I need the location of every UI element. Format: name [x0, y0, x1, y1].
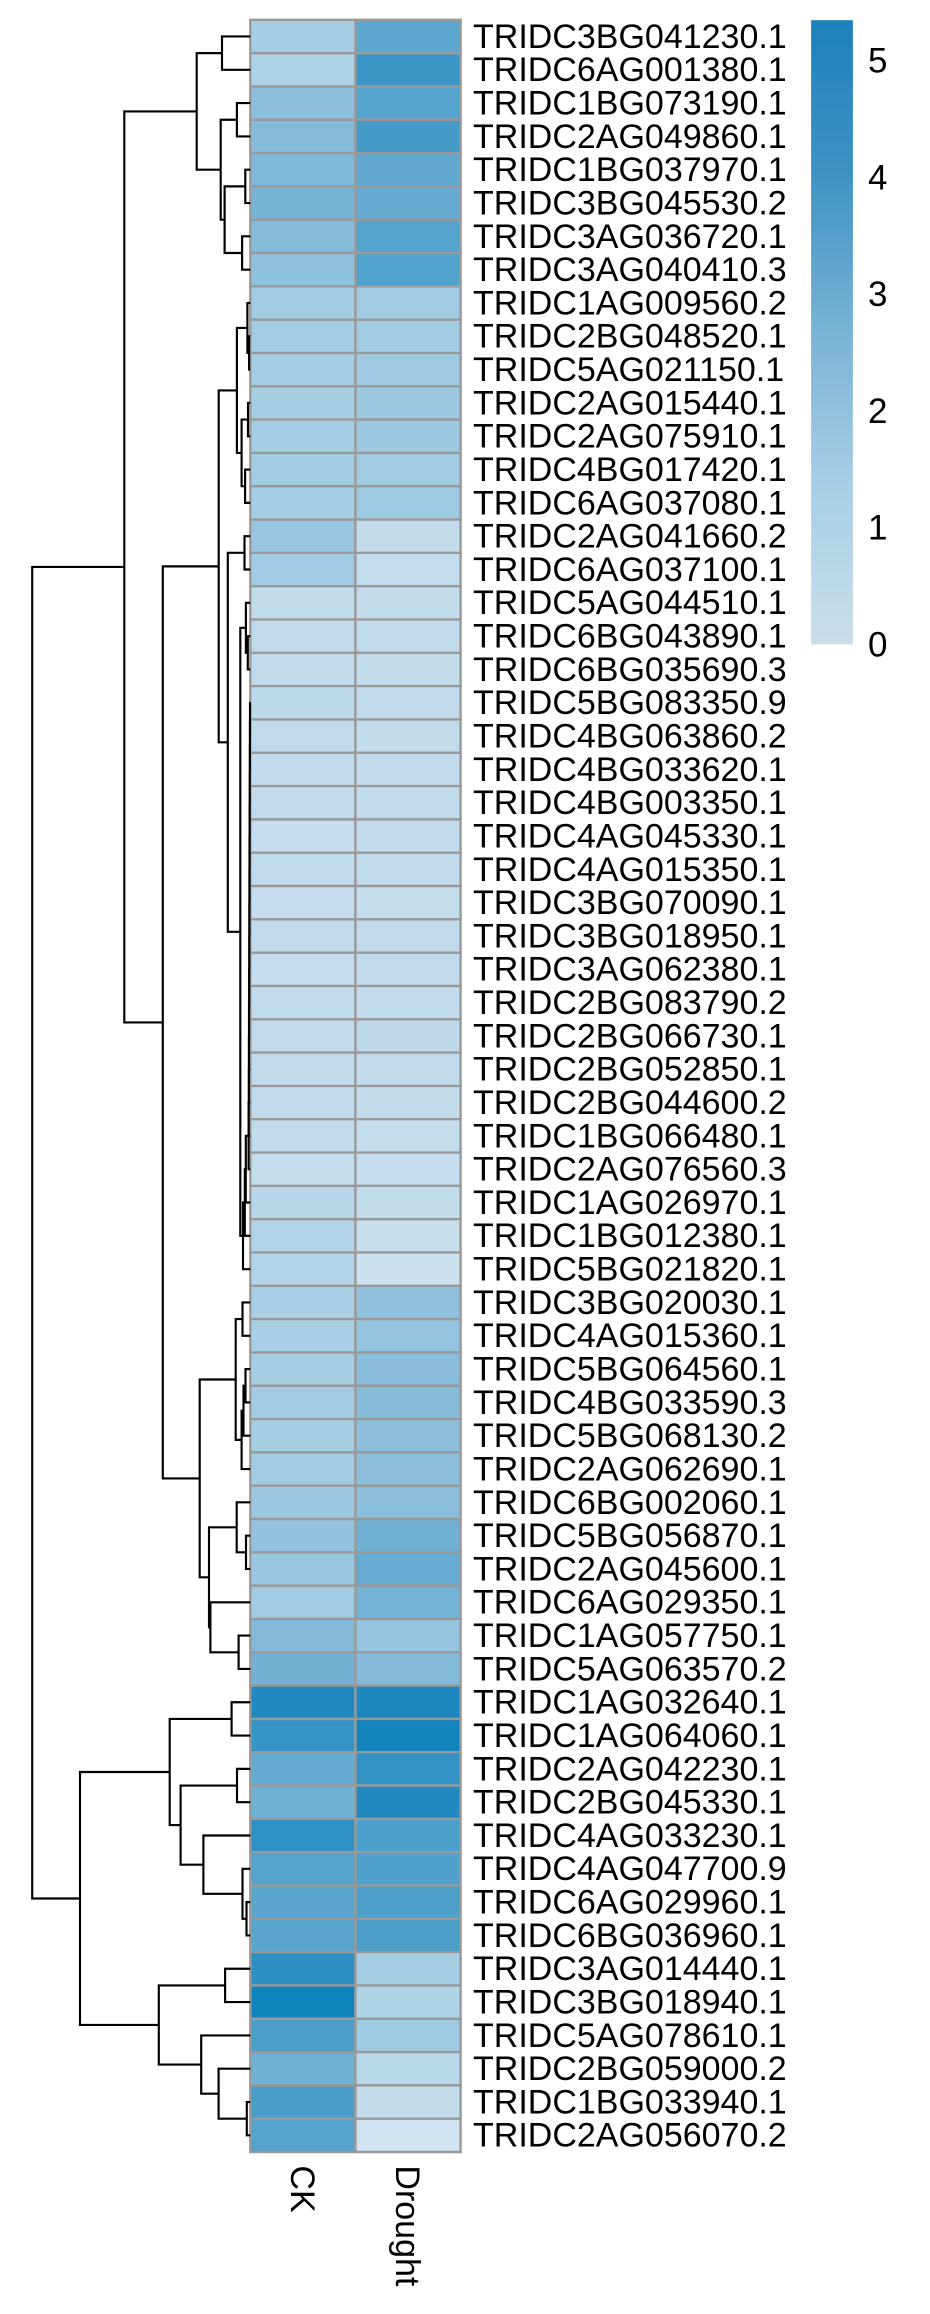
svg-text:TRIDC3BG041230.1: TRIDC3BG041230.1 — [473, 18, 787, 56]
svg-text:TRIDC5BG083350.9: TRIDC5BG083350.9 — [473, 684, 787, 722]
svg-text:TRIDC3AG062380.1: TRIDC3AG062380.1 — [473, 951, 787, 989]
svg-text:TRIDC3BG070090.1: TRIDC3BG070090.1 — [473, 884, 787, 922]
svg-text:TRIDC5AG021150.1: TRIDC5AG021150.1 — [473, 351, 784, 389]
svg-text:2: 2 — [868, 392, 887, 431]
svg-text:1: 1 — [868, 509, 887, 548]
svg-text:TRIDC4AG045330.1: TRIDC4AG045330.1 — [473, 817, 787, 855]
svg-text:TRIDC4AG047700.9: TRIDC4AG047700.9 — [473, 1850, 787, 1888]
svg-text:TRIDC2BG045330.1: TRIDC2BG045330.1 — [473, 1784, 787, 1822]
svg-text:TRIDC6BG043890.1: TRIDC6BG043890.1 — [473, 618, 787, 656]
svg-text:TRIDC2BG083790.2: TRIDC2BG083790.2 — [473, 984, 787, 1022]
svg-text:TRIDC1AG064060.1: TRIDC1AG064060.1 — [473, 1717, 787, 1755]
svg-text:TRIDC2AG075910.1: TRIDC2AG075910.1 — [473, 418, 787, 456]
svg-text:TRIDC2BG059000.2: TRIDC2BG059000.2 — [473, 2050, 787, 2088]
svg-text:TRIDC5BG064560.1: TRIDC5BG064560.1 — [473, 1350, 787, 1388]
svg-text:TRIDC2BG044600.2: TRIDC2BG044600.2 — [473, 1084, 787, 1122]
svg-text:TRIDC5BG068130.2: TRIDC5BG068130.2 — [473, 1417, 787, 1455]
svg-text:TRIDC6AG037080.1: TRIDC6AG037080.1 — [473, 484, 787, 522]
svg-text:TRIDC2AG076560.3: TRIDC2AG076560.3 — [473, 1151, 787, 1189]
svg-text:TRIDC1AG032640.1: TRIDC1AG032640.1 — [473, 1684, 787, 1722]
svg-text:TRIDC4AG033230.1: TRIDC4AG033230.1 — [473, 1817, 787, 1855]
svg-text:TRIDC4AG015360.1: TRIDC4AG015360.1 — [473, 1317, 787, 1355]
svg-text:TRIDC2AG049860.1: TRIDC2AG049860.1 — [473, 118, 787, 156]
svg-text:TRIDC4BG033620.1: TRIDC4BG033620.1 — [473, 751, 787, 789]
svg-text:TRIDC5BG056870.1: TRIDC5BG056870.1 — [473, 1517, 787, 1555]
svg-text:TRIDC1BG012380.1: TRIDC1BG012380.1 — [473, 1217, 787, 1255]
svg-text:TRIDC2BG052850.1: TRIDC2BG052850.1 — [473, 1051, 787, 1089]
svg-text:TRIDC1BG033940.1: TRIDC1BG033940.1 — [473, 2083, 787, 2121]
svg-text:TRIDC1AG009560.2: TRIDC1AG009560.2 — [473, 284, 787, 322]
svg-text:TRIDC2AG056070.2: TRIDC2AG056070.2 — [473, 2117, 787, 2155]
svg-text:4: 4 — [868, 158, 887, 197]
svg-text:TRIDC1BG066480.1: TRIDC1BG066480.1 — [473, 1117, 787, 1155]
svg-text:0: 0 — [868, 625, 887, 664]
svg-text:TRIDC1BG073190.1: TRIDC1BG073190.1 — [473, 84, 787, 122]
svg-text:TRIDC6BG036960.1: TRIDC6BG036960.1 — [473, 1917, 787, 1955]
svg-text:TRIDC2AG041660.2: TRIDC2AG041660.2 — [473, 518, 787, 556]
svg-text:TRIDC5AG063570.2: TRIDC5AG063570.2 — [473, 1650, 787, 1688]
svg-text:TRIDC2AG015440.1: TRIDC2AG015440.1 — [473, 384, 787, 422]
svg-text:TRIDC3BG018940.1: TRIDC3BG018940.1 — [473, 1983, 787, 2021]
svg-text:5: 5 — [868, 42, 887, 81]
svg-text:CK: CK — [283, 2165, 321, 2213]
svg-text:TRIDC2BG048520.1: TRIDC2BG048520.1 — [473, 318, 787, 356]
svg-text:TRIDC3AG036720.1: TRIDC3AG036720.1 — [473, 218, 787, 256]
svg-text:TRIDC1BG037970.1: TRIDC1BG037970.1 — [473, 151, 787, 189]
svg-text:TRIDC5BG021820.1: TRIDC5BG021820.1 — [473, 1251, 787, 1289]
svg-text:TRIDC1AG026970.1: TRIDC1AG026970.1 — [473, 1184, 787, 1222]
svg-text:Drought: Drought — [388, 2165, 426, 2287]
svg-text:TRIDC6AG037100.1: TRIDC6AG037100.1 — [473, 551, 787, 589]
svg-text:TRIDC3AG040410.3: TRIDC3AG040410.3 — [473, 251, 787, 289]
svg-text:TRIDC1AG057750.1: TRIDC1AG057750.1 — [473, 1617, 787, 1655]
svg-text:TRIDC5AG044510.1: TRIDC5AG044510.1 — [473, 584, 787, 622]
svg-text:TRIDC4BG017420.1: TRIDC4BG017420.1 — [473, 451, 787, 489]
svg-text:TRIDC4BG063860.2: TRIDC4BG063860.2 — [473, 717, 787, 755]
svg-text:TRIDC4BG003350.1: TRIDC4BG003350.1 — [473, 784, 787, 822]
svg-text:TRIDC2BG066730.1: TRIDC2BG066730.1 — [473, 1017, 787, 1055]
svg-text:TRIDC6BG002060.1: TRIDC6BG002060.1 — [473, 1484, 787, 1522]
svg-text:TRIDC2AG045600.1: TRIDC2AG045600.1 — [473, 1550, 787, 1588]
svg-text:TRIDC2AG042230.1: TRIDC2AG042230.1 — [473, 1750, 787, 1788]
svg-text:TRIDC5AG078610.1: TRIDC5AG078610.1 — [473, 2017, 787, 2055]
svg-text:TRIDC3BG020030.1: TRIDC3BG020030.1 — [473, 1284, 787, 1322]
svg-text:TRIDC6AG029960.1: TRIDC6AG029960.1 — [473, 1884, 787, 1922]
svg-text:TRIDC6BG035690.3: TRIDC6BG035690.3 — [473, 651, 787, 689]
svg-text:TRIDC3AG014440.1: TRIDC3AG014440.1 — [473, 1950, 787, 1988]
svg-text:3: 3 — [868, 275, 887, 314]
svg-text:TRIDC3BG045530.2: TRIDC3BG045530.2 — [473, 184, 787, 222]
svg-text:TRIDC4AG015350.1: TRIDC4AG015350.1 — [473, 851, 787, 889]
svg-text:TRIDC3BG018950.1: TRIDC3BG018950.1 — [473, 917, 787, 955]
svg-text:TRIDC2AG062690.1: TRIDC2AG062690.1 — [473, 1450, 787, 1488]
svg-text:TRIDC6AG029350.1: TRIDC6AG029350.1 — [473, 1584, 787, 1622]
svg-text:TRIDC4BG033590.3: TRIDC4BG033590.3 — [473, 1384, 787, 1422]
svg-text:TRIDC6AG001380.1: TRIDC6AG001380.1 — [473, 51, 787, 89]
